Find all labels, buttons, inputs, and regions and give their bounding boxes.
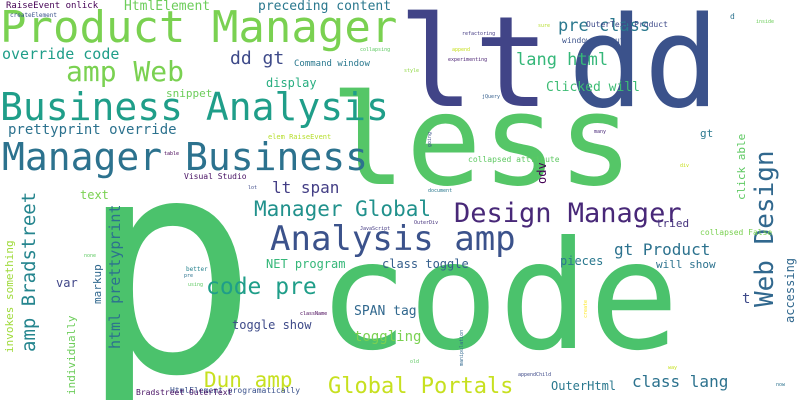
word-d: d (730, 12, 735, 21)
word-outertext-product: OuterText Product (586, 20, 668, 29)
word-window-output: window output (562, 36, 625, 45)
word-manager-business: Manager Business (2, 135, 369, 179)
word-click-able: click able (735, 134, 748, 201)
word-markup: markup (91, 264, 104, 304)
word-append: append (452, 47, 471, 53)
word-product-manager: Product Manager (0, 2, 398, 53)
word-visual-studio: Visual Studio (184, 172, 247, 181)
word-now: now (776, 382, 786, 388)
word-net-program: NET program (266, 257, 346, 271)
word-override-code: override code (2, 45, 120, 63)
word-manipulation: manipulation (459, 330, 465, 367)
word-code: code (318, 210, 680, 384)
word-amp-bradstreet: amp Bradstreet (18, 192, 40, 353)
word-using: using (188, 282, 204, 288)
word-analysis-amp: Analysis amp (270, 219, 516, 259)
word-html-prettyprint: html prettyprint (106, 204, 124, 349)
word-inside: inside (756, 19, 775, 25)
word-gt: gt (700, 127, 714, 140)
word-way: way (668, 365, 678, 371)
word-dun-amp: Dun amp (204, 368, 293, 392)
word-going: going (427, 132, 433, 148)
word-document: document (428, 188, 453, 194)
word-appendchild: appendChild (518, 372, 552, 378)
word-odv: odv (535, 162, 549, 184)
word-toggle-show: toggle show (232, 318, 312, 332)
word-pre: pre (184, 273, 194, 279)
word-tried: tried (656, 217, 690, 230)
word-span-tag: SPAN tag (354, 304, 417, 319)
word-htmlelement: HtmlElement (124, 0, 211, 14)
word-elem-raiseevent: elem RaiseEvent (268, 133, 332, 141)
word-lot: lot (248, 185, 258, 191)
word-accessing: accessing (783, 258, 797, 324)
word-refactoring: refactoring (462, 31, 496, 37)
word-will-show: will show (656, 258, 716, 271)
word-dd: dd (568, 0, 720, 136)
word-createelement: createElement (10, 12, 57, 19)
word-display: display (266, 76, 317, 90)
word-style: style (404, 68, 420, 74)
word-t: t (742, 291, 751, 307)
word-snippet: snippet (166, 87, 213, 100)
word-raiseevent-onlick: RaiseEvent onlick (6, 1, 99, 11)
word-class-lang: class lang (632, 372, 729, 391)
word-p: p (78, 93, 259, 400)
word-less: less (330, 67, 634, 214)
word-global-portals: Global Portals (328, 374, 514, 399)
word-bradstreet-outertext: Bradstreet OuterText (136, 388, 233, 397)
word-table: table (164, 151, 180, 157)
word-classname: className (300, 311, 328, 317)
word-better: better (186, 266, 208, 273)
word-htmlelement-programatically: HtmlElement programatically (170, 386, 301, 395)
word-code-pre: code pre (206, 274, 317, 300)
word-var: var (56, 276, 78, 290)
word-individually: individually (65, 316, 78, 396)
word-experimenting: experimenting (448, 57, 488, 63)
word-preceding-content: preceding content (258, 0, 392, 14)
word-jquery: jQuery (482, 94, 501, 100)
word-outerhtml: OuterHtml (551, 379, 617, 393)
word-div: div (680, 163, 690, 169)
word-text: text (80, 188, 109, 202)
word-lt-span: lt span (272, 178, 340, 197)
word-javascript: JavaScript (360, 226, 391, 232)
word-lt: lt (398, 0, 550, 136)
word-design-manager: Design Manager (454, 198, 682, 229)
word-outerdiv: OuterDiv (414, 220, 439, 226)
word-manager-global: Manager Global (254, 197, 432, 221)
word-collapsed-false: collapsed False (700, 228, 773, 237)
word-lang-html: lang html (516, 50, 609, 70)
word-none: none (84, 253, 97, 259)
word-dd-gt: dd gt (230, 48, 285, 69)
word-pre-class: pre class (558, 16, 651, 36)
word-many: many (594, 129, 607, 135)
word-create: create (583, 300, 589, 319)
word-toggling: toggling (354, 329, 422, 345)
word-gt-product: gt Product (614, 240, 711, 259)
word-collapsing: collapsing (360, 47, 391, 53)
word-clicked-will: Clicked will (546, 80, 640, 95)
word-command-window: Command window (294, 59, 370, 69)
word-business-analysis: Business Analysis (0, 85, 389, 129)
word-sure: sure (538, 23, 551, 29)
word-amp-web: amp Web (66, 55, 185, 88)
word-prettyprint-override: prettyprint override (8, 122, 177, 138)
word-collapsed-attribute: collapsed attribute (468, 155, 560, 164)
word-pieces: pieces (560, 254, 604, 268)
word-class-toggle: class toggle (382, 257, 469, 271)
word-invokes-something: invokes something (3, 240, 16, 353)
word-old: old (410, 359, 420, 365)
